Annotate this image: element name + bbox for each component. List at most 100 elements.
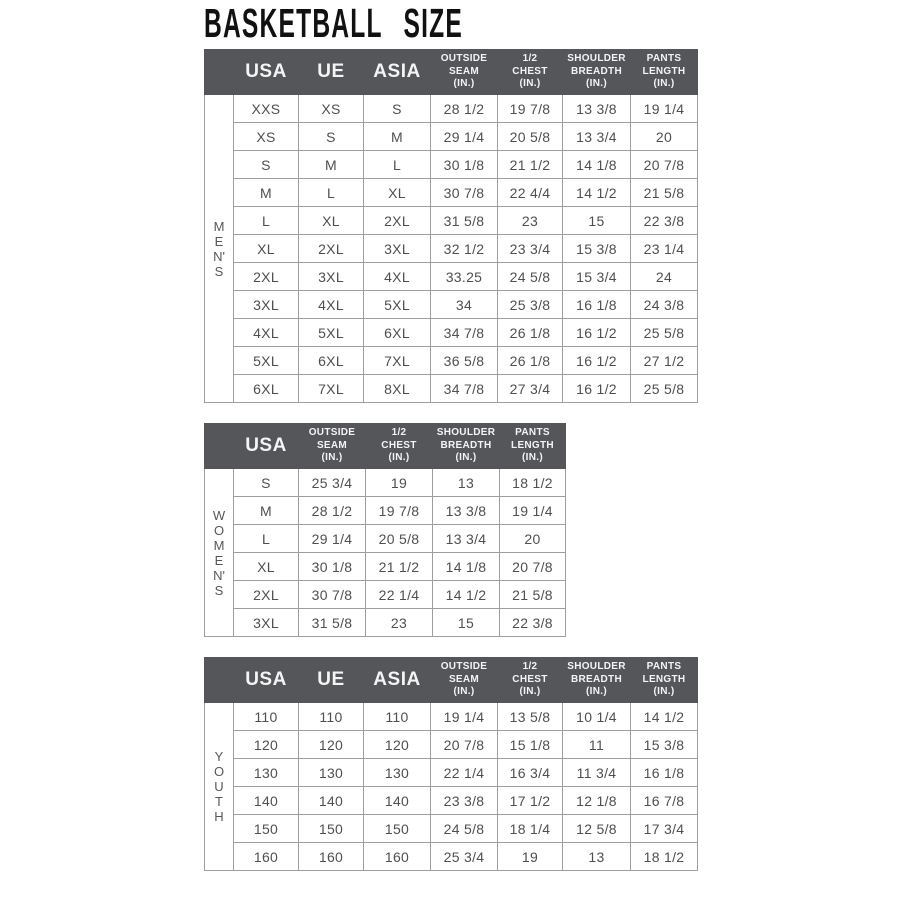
size-cell: 24 5/8 [497,262,563,291]
mens-table-body: M E N' S XXS XS S 28 1/2 19 7/8 13 3/8 19 1/4 XS S M 2… [204,94,698,403]
column-header: 1/2 CHEST (IN.) [365,423,433,469]
table-row: 4XL 5XL 6XL 34 7/8 26 1/8 16 1/2 25 5/8 [205,318,698,347]
column-header-line: UE [317,669,345,690]
table-row: L XL 2XL 31 5/8 23 15 22 3/8 [205,206,698,235]
column-header-line: SEAM [448,673,480,685]
size-cell: 16 1/8 [630,758,698,787]
table-row: 140 140 140 23 3/8 17 1/2 12 1/8 16 7/8 [205,786,698,815]
group-label-char: E [214,552,224,568]
size-cell: 24 3/8 [630,290,698,319]
column-header-line: USA [245,669,287,690]
column-header: OUTSIDE SEAM (IN.) [430,657,498,703]
size-cell: 110 [363,702,431,731]
size-cell: 24 5/8 [430,814,498,843]
size-cell: 19 1/4 [430,702,498,731]
group-label-mens: M E N' S [204,94,234,403]
size-cell: 160 [298,842,364,871]
table-row: XL 2XL 3XL 32 1/2 23 3/4 15 3/8 23 1/4 [205,234,698,263]
size-cell: 12 1/8 [562,786,631,815]
size-cell: 13 5/8 [497,702,563,731]
size-cell: S [363,94,431,123]
size-cell: 13 3/4 [562,122,631,151]
size-cell: 6XL [233,374,299,403]
size-cell: L [233,524,299,553]
column-header-line: LENGTH [511,439,554,451]
column-header-line: (IN.) [586,78,607,90]
size-cell: 20 7/8 [499,552,566,581]
size-cell: 15 [432,608,500,637]
size-cell: 5XL [233,346,299,375]
size-cell: 16 1/2 [562,346,631,375]
group-label-char: N' [213,248,225,264]
size-cell: 30 7/8 [430,178,498,207]
column-header-line: (IN.) [653,686,675,698]
size-cell: 120 [363,730,431,759]
column-header-line: PANTS [515,427,550,439]
size-cell: 7XL [298,374,364,403]
size-cell: L [363,150,431,179]
size-cell: 140 [298,786,364,815]
size-cell: S [298,122,364,151]
size-cell: 6XL [298,346,364,375]
column-header-line: SEAM [448,65,480,77]
size-cell: 19 7/8 [365,496,433,525]
womens-table-header: USA OUTSIDE SEAM (IN.) 1/2 CHEST (IN.) SHOULDER… [204,423,566,469]
mens-size-section: USA UE ASIA OUTSIDE SEAM (IN.) 1/2 CHEST (IN.) SH… [204,49,704,403]
size-cell: XS [298,94,364,123]
size-cell: 18 1/2 [630,842,698,871]
size-cell: 21 1/2 [497,150,563,179]
group-label-char: O [213,764,225,779]
header-row: USA UE ASIA OUTSIDE SEAM (IN.) 1/2 CHEST (IN.) SH… [204,657,698,703]
page-title: BASKETBALL SIZE [204,2,704,44]
womens-table-body: W O M E N' S S 25 3/4 19 13 18 1/2 M 28 1/2 19 7/8 13 … [204,468,566,637]
size-cell: 4XL [298,290,364,319]
size-cell: 13 [562,842,631,871]
size-cell: 23 [365,608,433,637]
table-row: Y O U T H 110 110 110 19 1/4 13 5/8 10 1/4 14 1/2 [204,702,698,871]
size-cell: M [233,496,299,525]
size-cell: 19 [365,468,433,497]
size-cell: 18 1/4 [497,814,563,843]
size-cell: 15 3/4 [562,262,631,291]
column-header-line: BREADTH [571,673,622,685]
header-row: USA UE ASIA OUTSIDE SEAM (IN.) 1/2 CHEST (IN.) SH… [204,49,698,95]
size-cell: 30 7/8 [298,580,366,609]
column-header-line: OUTSIDE [440,53,488,65]
size-cell: 130 [233,758,299,787]
size-cell: 22 4/4 [497,178,563,207]
column-header: ASIA [363,49,431,95]
size-cell: 25 5/8 [630,374,698,403]
size-cell: 31 5/8 [430,206,498,235]
column-header-line: BREADTH [440,439,492,451]
column-header-line: PANTS [646,661,682,673]
size-cell: 4XL [233,318,299,347]
size-cell: 34 [430,290,498,319]
size-cell: 15 3/8 [630,730,698,759]
group-label-womens: W O M E N' S [204,468,234,637]
table-row: 6XL 7XL 8XL 34 7/8 27 3/4 16 1/2 25 5/8 [205,374,698,403]
column-header: ASIA [363,657,431,703]
size-cell: 32 1/2 [430,234,498,263]
column-header-line: (IN.) [519,686,541,698]
size-cell: 20 5/8 [365,524,433,553]
size-cell: 23 1/4 [630,234,698,263]
size-cell: 4XL [363,262,431,291]
size-cell: 14 1/2 [562,178,631,207]
size-cell: 22 1/4 [430,758,498,787]
table-row: S M L 30 1/8 21 1/2 14 1/8 20 7/8 [205,150,698,179]
table-row: 150 150 150 24 5/8 18 1/4 12 5/8 17 3/4 [205,814,698,843]
group-label-char: M [213,537,225,553]
column-header-line: 1/2 [391,427,407,439]
size-cell: 150 [298,814,364,843]
size-cell: 25 5/8 [630,318,698,347]
group-label-char: T [215,794,223,809]
column-header: PANTS LENGTH (IN.) [630,657,698,703]
mens-size-table: USA UE ASIA OUTSIDE SEAM (IN.) 1/2 CHEST (IN.) SH… [204,49,698,403]
column-header: SHOULDER BREADTH (IN.) [562,49,631,95]
column-header-line: (IN.) [453,686,475,698]
size-cell: 16 1/2 [562,374,631,403]
size-cell: XXS [233,94,299,123]
size-cell: L [233,206,299,235]
size-cell: 19 1/4 [499,496,566,525]
column-header: OUTSIDE SEAM (IN.) [298,423,366,469]
